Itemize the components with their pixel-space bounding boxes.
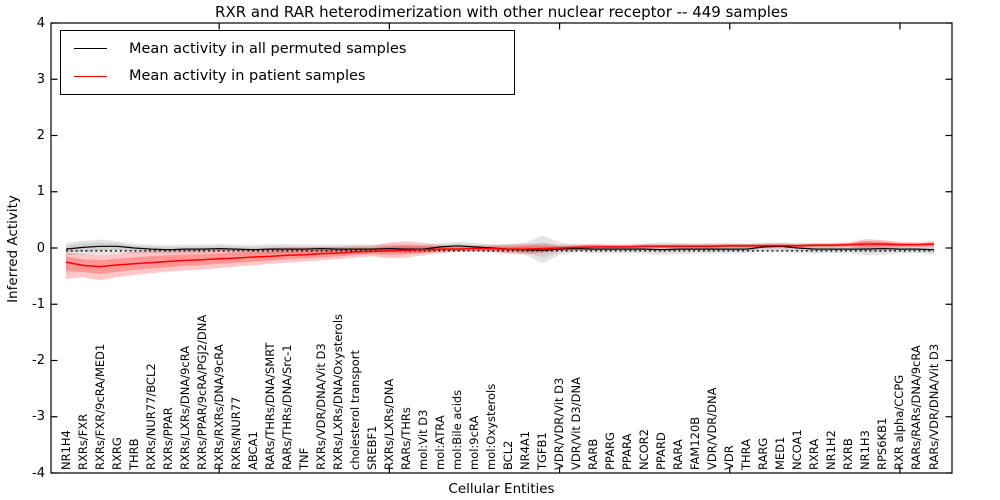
x-tick-label: PPARA (620, 433, 635, 470)
x-tick-label: cholesterol transport (347, 350, 362, 470)
x-tick-label: TNF (296, 447, 311, 470)
x-tick-label: SREBF1 (364, 425, 379, 470)
x-tick-label: RXRA (807, 438, 822, 470)
x-tick-label: mol:Oxysterols (483, 383, 498, 470)
legend-entry-permuted: Mean activity in all permuted samples (61, 37, 514, 61)
x-tick-label: mol:Bile acids (449, 389, 464, 470)
x-tick-label: MED1 (773, 436, 788, 470)
x-tick-label: RXRs/LXRs/DNA (381, 378, 396, 470)
x-tick-label: RXRB (841, 438, 856, 470)
x-tick-label: VDR/Vit D3/DNA (569, 377, 584, 470)
y-tick-label: 2 (36, 128, 45, 143)
x-tick-label: RXRs/RXRs/DNA/9cRA (211, 344, 226, 470)
x-tick-label: VDR (722, 445, 737, 470)
x-tick-label: RARs/THRs (398, 407, 413, 470)
legend: Mean activity in all permuted samples Me… (60, 30, 515, 95)
x-tick-label: RXR alpha/CCPG (892, 374, 907, 470)
x-tick-label: RXRs/FXR/9cRA/MED1 (92, 343, 107, 470)
x-tick-label: RARA (671, 439, 686, 470)
x-axis-label: Cellular Entities (448, 481, 555, 497)
y-tick-label: 4 (36, 15, 45, 31)
y-tick-label: -3 (32, 409, 45, 425)
legend-label-patient: Mean activity in patient samples (129, 68, 366, 85)
x-tick-label: RXRs/PPAR/9cRA/PGJ2/DNA (194, 314, 209, 470)
x-tick-label: VDR/VDR/Vit D3 (552, 377, 567, 470)
patient-mean-line (65, 243, 935, 268)
y-tick-label: -1 (32, 296, 45, 312)
chart-title: RXR and RAR heterodimerization with othe… (215, 3, 788, 21)
x-tick-label: NR1H3 (858, 430, 873, 470)
x-tick-label: VDR/VDR/DNA (705, 387, 720, 471)
x-tick-label: THRB (126, 438, 141, 470)
x-tick-label: PPARG (603, 432, 618, 470)
x-tick-label: mol:ATRA (432, 415, 447, 470)
x-tick-label: RPS6KB1 (875, 417, 890, 470)
x-tick-label: THRA (739, 438, 754, 470)
x-tick-label: RXRs/VDR/DNA/Vit D3 (313, 343, 328, 470)
y-tick-label: 0 (36, 240, 45, 256)
x-tick-label: RARs/THRs/DNA/Src-1 (279, 344, 294, 470)
y-tick-label: 3 (36, 71, 45, 87)
x-tick-label: RARs/RARs/DNA/9cRA (909, 345, 924, 470)
x-tick-label: mol:9cRA (466, 415, 481, 470)
legend-entry-patient: Mean activity in patient samples (61, 64, 514, 88)
y-tick-label: 1 (36, 184, 45, 200)
x-tick-label: RXRs/PPAR (160, 407, 175, 470)
x-tick-label: mol:Vit D3 (415, 409, 430, 470)
x-tick-label: ABCA1 (245, 431, 260, 470)
x-tick-label: NR1H2 (824, 430, 839, 470)
permuted-line-swatch (74, 48, 107, 50)
x-tick-label: RARs/THRs/DNA/SMRT (262, 342, 277, 470)
legend-label-permuted: Mean activity in all permuted samples (129, 40, 407, 57)
x-tick-label: NCOA1 (790, 429, 805, 470)
x-tick-label: RXRs/LXRs/DNA/Oxysterols (330, 313, 345, 470)
patient-line-swatch (74, 75, 107, 77)
x-tick-label: BCL2 (501, 440, 515, 470)
x-tick-label: FAM120B (688, 416, 703, 470)
x-tick-label: NR4A1 (518, 430, 533, 470)
x-tick-label: RXRs/NUR77/BCL2 (143, 363, 158, 470)
x-tick-label: RARG (756, 437, 771, 470)
x-tick-label: RXRs/LXRs/DNA/9cRA (177, 345, 192, 470)
y-tick-label: -4 (32, 465, 45, 481)
x-tick-label: RXRG (109, 437, 124, 470)
x-tick-label: RXRs/NUR77 (228, 396, 243, 470)
x-tick-label: TGFB1 (535, 432, 550, 470)
y-tick-label: -2 (32, 353, 45, 368)
x-tick-label: NR1H4 (58, 430, 73, 470)
x-tick-label: NCOR2 (637, 429, 652, 470)
x-tick-label: RARs/VDR/DNA/Vit D3 (926, 343, 941, 470)
x-tick-label: RXRs/FXR (75, 413, 90, 470)
x-tick-label: PPARD (654, 432, 669, 470)
x-tick-label: RARB (586, 438, 601, 470)
